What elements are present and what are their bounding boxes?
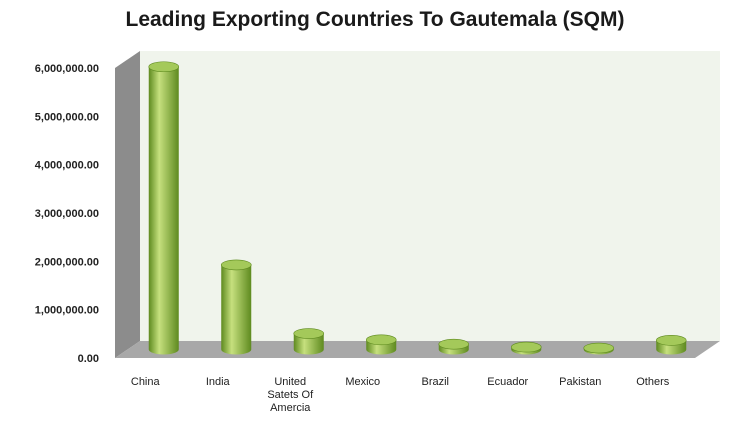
chart-side-wall — [115, 51, 140, 358]
x-tick-label: United Satets Of Amercia — [267, 376, 314, 414]
x-tick-label: Mexico — [345, 376, 380, 388]
y-tick-label: 6,000,000.00 — [35, 63, 99, 75]
x-tick-label: India — [206, 376, 231, 388]
chart-title: Leading Exporting Countries To Gautemala… — [126, 8, 625, 31]
y-tick-label: 0.00 — [78, 353, 99, 365]
chart-floor — [115, 341, 720, 358]
bar — [510, 341, 542, 355]
y-tick-label: 2,000,000.00 — [35, 256, 99, 268]
chart-back-wall — [140, 51, 720, 341]
x-tick-label: Brazil — [421, 376, 449, 388]
x-tick-label: Others — [636, 376, 670, 388]
bar — [220, 259, 252, 355]
bar — [365, 334, 397, 355]
x-tick-label: China — [131, 376, 161, 388]
bar — [438, 338, 470, 355]
y-tick-label: 1,000,000.00 — [35, 305, 99, 317]
y-tick-label: 5,000,000.00 — [35, 111, 99, 123]
bar — [148, 61, 180, 355]
bar — [293, 328, 325, 355]
y-tick-label: 4,000,000.00 — [35, 160, 99, 172]
bar — [655, 335, 687, 355]
x-tick-label: Ecuador — [487, 376, 528, 388]
x-tick-label: Pakistan — [559, 376, 601, 388]
y-tick-label: 3,000,000.00 — [35, 208, 99, 220]
bar — [583, 342, 615, 355]
